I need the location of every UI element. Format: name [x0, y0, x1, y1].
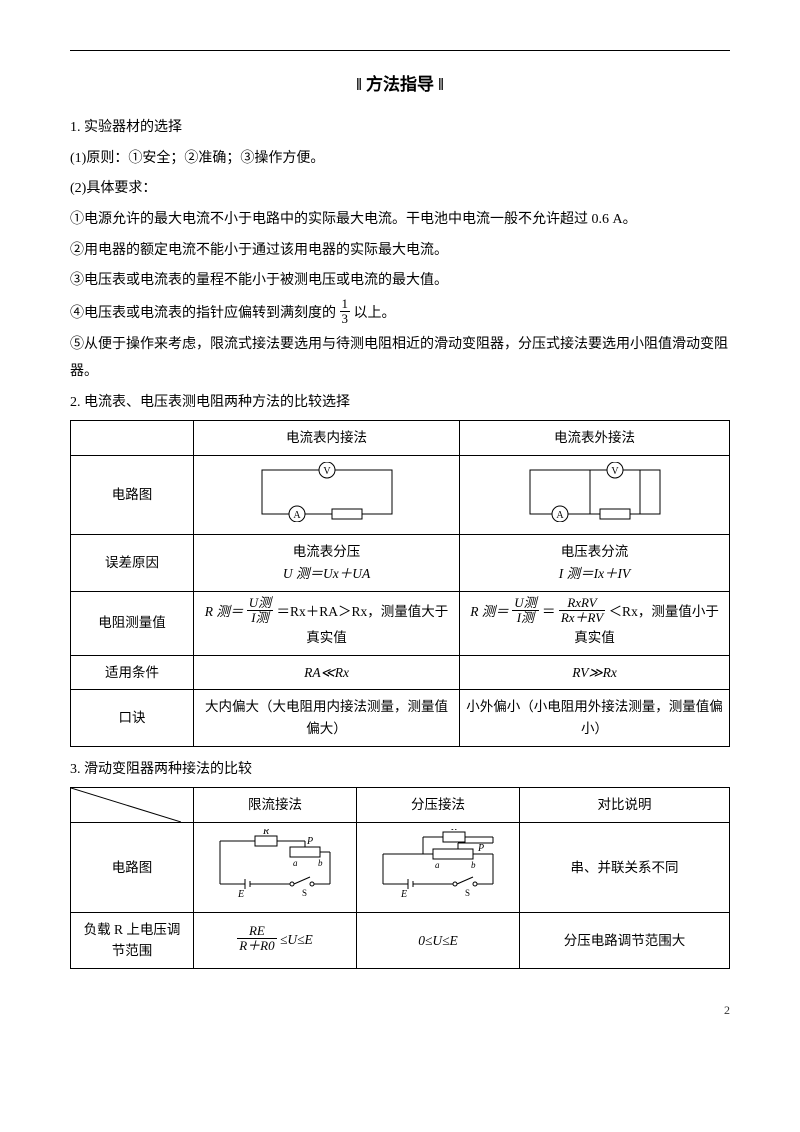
top-rule [70, 50, 730, 51]
err-b2: I 测＝Ix＋IV [466, 563, 723, 585]
hint-b: 小外偏小（小电阻用外接法测量，测量值偏小） [460, 690, 730, 746]
sec1-heading: 1. 实验器材的选择 [70, 115, 730, 142]
row-cond: 适用条件 [71, 655, 194, 690]
svg-text:A: A [293, 510, 301, 521]
limiting-circuit-icon: R P a b E S [210, 829, 340, 899]
desc1: 串、并联关系不同 [520, 823, 730, 913]
range-a: RE R＋R0 ≤U≤E [194, 912, 357, 968]
circuit-internal: V A Rx [194, 455, 460, 535]
svg-text:b: b [318, 858, 323, 868]
col-internal: 电流表内接法 [194, 421, 460, 456]
svg-text:P: P [477, 843, 484, 854]
one-third-fraction: 1 3 [340, 297, 351, 327]
svg-text:a: a [293, 858, 298, 868]
svg-text:R: R [450, 829, 457, 833]
cond-a: RA≪Rx [194, 655, 460, 690]
hint-a: 大内偏大（大电阻用内接法测量，测量值偏大） [194, 690, 460, 746]
meas-internal: R 测＝ U测 I测 ＝Rx＋RA＞Rx，测量值大于真实值 [194, 591, 460, 655]
sec2-heading: 2. 电流表、电压表测电阻两种方法的比较选择 [70, 390, 730, 417]
cond-b: RV≫Rx [460, 655, 730, 690]
svg-text:S: S [465, 888, 470, 898]
meas-a-num: U测 [247, 596, 273, 611]
range-b: 0≤U≤E [357, 912, 520, 968]
circuit-limiting: R P a b E S [194, 823, 357, 913]
circuit-dividing: R P a b E [357, 823, 520, 913]
page-title: ‖ 方法指导 ‖ [70, 69, 730, 101]
frac-num: 1 [340, 297, 351, 312]
svg-text:A: A [556, 510, 564, 521]
dividing-circuit-icon: R P a b E [373, 829, 503, 899]
sec1-p1: (1)原则：①安全；②准确；③操作方便。 [70, 146, 730, 173]
frac-den: 3 [340, 312, 351, 326]
range-a-post: ≤U≤E [280, 931, 313, 946]
sec1-i2: ②用电器的额定电流不能小于通过该用电器的实际最大电流。 [70, 238, 730, 265]
blank-cell [71, 421, 194, 456]
sec1-i3: ③电压表或电流表的量程不能小于被测电压或电流的最大值。 [70, 268, 730, 295]
method-comparison-table: 电流表内接法 电流表外接法 电路图 V A Rx V [70, 420, 730, 746]
col-external: 电流表外接法 [460, 421, 730, 456]
svg-text:b: b [471, 860, 476, 870]
svg-text:R: R [262, 829, 269, 837]
svg-text:V: V [323, 466, 331, 477]
row-error: 误差原因 [71, 535, 194, 591]
svg-text:a: a [435, 860, 440, 870]
external-circuit-icon: V A Rx [520, 462, 670, 522]
internal-circuit-icon: V A Rx [252, 462, 402, 522]
col-dividing: 分压接法 [357, 788, 520, 823]
sec1-i4b: 以上。 [354, 306, 396, 321]
meas-b-mid: ＝ [542, 604, 556, 619]
err-a2: U 测＝Ux＋UA [200, 563, 453, 585]
row3-circuit: 电路图 [71, 823, 194, 913]
range-a-den: R＋R0 [237, 939, 276, 953]
svg-text:P: P [306, 836, 313, 847]
sec1-i4a: ④电压表或电流表的指针应偏转到满刻度的 [70, 306, 336, 321]
meas-a-den: I测 [247, 611, 273, 625]
err-a1: 电流表分压 [200, 541, 453, 563]
meas-b-frac1: U测 I测 [512, 596, 538, 626]
svg-text:V: V [611, 466, 619, 477]
row-measure: 电阻测量值 [71, 591, 194, 655]
range-a-num: RE [237, 924, 276, 939]
sec1-i1: ①电源允许的最大电流不小于电路中的实际最大电流。干电池中电流一般不允许超过 0.… [70, 207, 730, 234]
diagonal-header [71, 788, 194, 823]
meas-a-post: ＝Rx＋RA＞Rx，测量值大于真实值 [277, 604, 449, 646]
col-compare: 对比说明 [520, 788, 730, 823]
svg-text:S: S [302, 888, 307, 898]
rheostat-comparison-table: 限流接法 分压接法 对比说明 电路图 R P a b [70, 787, 730, 969]
range-c: 分压电路调节范围大 [520, 912, 730, 968]
diagonal-line-icon [71, 788, 181, 822]
col-limiting: 限流接法 [194, 788, 357, 823]
meas-b-frac2: RxRV Rx＋RV [559, 596, 605, 626]
page-number: 2 [70, 999, 730, 1022]
circuit-external: V A Rx [460, 455, 730, 535]
range-a-frac: RE R＋R0 [237, 924, 276, 954]
sec1-i5: ⑤从便于操作来考虑，限流式接法要选用与待测电阻相近的滑动变阻器，分压式接法要选用… [70, 332, 730, 385]
sec3-heading: 3. 滑动变阻器两种接法的比较 [70, 757, 730, 784]
err-b1: 电压表分流 [466, 541, 723, 563]
meas-b-num1: U测 [512, 596, 538, 611]
meas-b-den2: Rx＋RV [559, 611, 605, 625]
meas-a-frac: U测 I测 [247, 596, 273, 626]
err-external: 电压表分流 I 测＝Ix＋IV [460, 535, 730, 591]
svg-text:E: E [237, 889, 244, 899]
sec1-p2: (2)具体要求： [70, 176, 730, 203]
meas-b-num2: RxRV [559, 596, 605, 611]
meas-external: R 测＝ U测 I测 ＝ RxRV Rx＋RV ＜Rx，测量值小于真实值 [460, 591, 730, 655]
meas-b-pre: R 测＝ [470, 604, 509, 619]
meas-a-pre: R 测＝ [205, 604, 244, 619]
err-internal: 电流表分压 U 测＝Ux＋UA [194, 535, 460, 591]
meas-b-den1: I测 [512, 611, 538, 625]
row-circuit: 电路图 [71, 455, 194, 535]
sec1-i4: ④电压表或电流表的指针应偏转到满刻度的 1 3 以上。 [70, 299, 730, 329]
row-hint: 口诀 [71, 690, 194, 746]
row3-range: 负载 R 上电压调节范围 [71, 912, 194, 968]
svg-text:E: E [400, 889, 407, 899]
